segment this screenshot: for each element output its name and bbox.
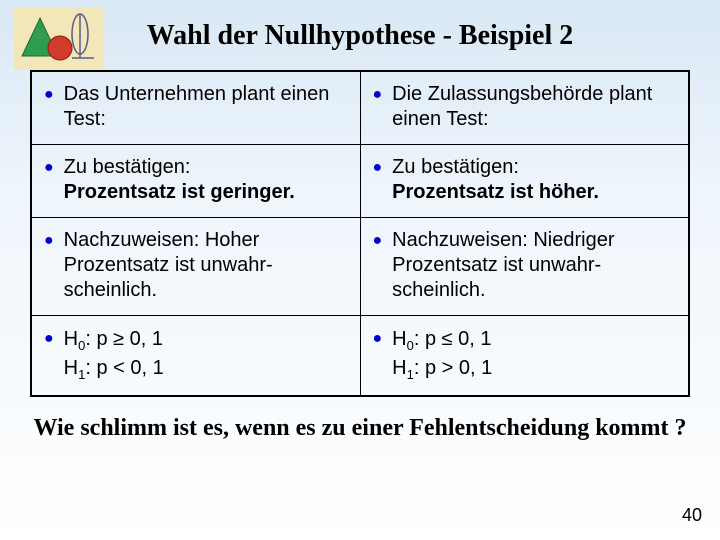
cell-left-1: ● Das Unternehmen plant einen Test: xyxy=(32,72,361,145)
slide-logo xyxy=(14,8,104,70)
bullet-icon: ● xyxy=(373,326,383,350)
cell-text: Zu bestätigen: Prozentsatz ist geringer. xyxy=(64,155,295,205)
comparison-table: ● Das Unternehmen plant einen Test: ● Di… xyxy=(30,70,690,397)
cell-text: H0: p ≥ 0, 1 H1: p < 0, 1 xyxy=(64,326,164,383)
text-line: Zu bestätigen: xyxy=(64,156,191,178)
cell-right-4: ● H0: p ≤ 0, 1 H1: p > 0, 1 xyxy=(360,316,689,396)
cell-text: H0: p ≤ 0, 1 H1: p > 0, 1 xyxy=(392,326,492,383)
cell-text: Nachzuweisen: Niedriger Prozentsatz ist … xyxy=(392,228,676,303)
hyp-h: H xyxy=(392,357,406,379)
slide-title: Wahl der Nullhypothese - Beispiel 2 xyxy=(0,0,720,62)
bullet-icon: ● xyxy=(373,82,383,106)
bullet-icon: ● xyxy=(373,228,383,252)
hyp-tail: : p > 0, 1 xyxy=(414,357,492,379)
cell-right-3: ● Nachzuweisen: Niedriger Prozentsatz is… xyxy=(360,218,689,316)
text-line: Zu bestätigen: xyxy=(392,156,519,178)
cell-text: Zu bestätigen: Prozentsatz ist höher. xyxy=(392,155,599,205)
cell-left-3: ● Nachzuweisen: Hoher Prozentsatz ist un… xyxy=(32,218,361,316)
hyp-tail: : p ≥ 0, 1 xyxy=(85,328,163,350)
bullet-icon: ● xyxy=(373,155,383,179)
cell-right-2: ● Zu bestätigen: Prozentsatz ist höher. xyxy=(360,145,689,218)
bullet-icon: ● xyxy=(44,326,54,350)
cell-left-2: ● Zu bestätigen: Prozentsatz ist geringe… xyxy=(32,145,361,218)
page-number: 40 xyxy=(682,505,702,526)
text-line-bold: Prozentsatz ist höher. xyxy=(392,181,599,203)
hyp-h: H xyxy=(64,357,78,379)
hyp-tail: : p < 0, 1 xyxy=(85,357,163,379)
hyp-h: H xyxy=(392,328,406,350)
hyp-sub: 0 xyxy=(407,338,414,353)
cell-text: Die Zulassungsbehörde plant einen Test: xyxy=(392,82,676,132)
footer-question: Wie schlimm ist es, wenn es zu einer Feh… xyxy=(0,413,720,443)
cell-left-4: ● H0: p ≥ 0, 1 H1: p < 0, 1 xyxy=(32,316,361,396)
hyp-h: H xyxy=(64,328,78,350)
text-line-bold: Prozentsatz ist geringer. xyxy=(64,181,295,203)
cell-text: Das Unternehmen plant einen Test: xyxy=(64,82,348,132)
cell-right-1: ● Die Zulassungsbehörde plant einen Test… xyxy=(360,72,689,145)
cell-text: Nachzuweisen: Hoher Prozentsatz ist unwa… xyxy=(64,228,348,303)
bullet-icon: ● xyxy=(44,82,54,106)
hyp-tail: : p ≤ 0, 1 xyxy=(414,328,492,350)
hyp-sub: 1 xyxy=(407,367,414,382)
bullet-icon: ● xyxy=(44,155,54,179)
bullet-icon: ● xyxy=(44,228,54,252)
